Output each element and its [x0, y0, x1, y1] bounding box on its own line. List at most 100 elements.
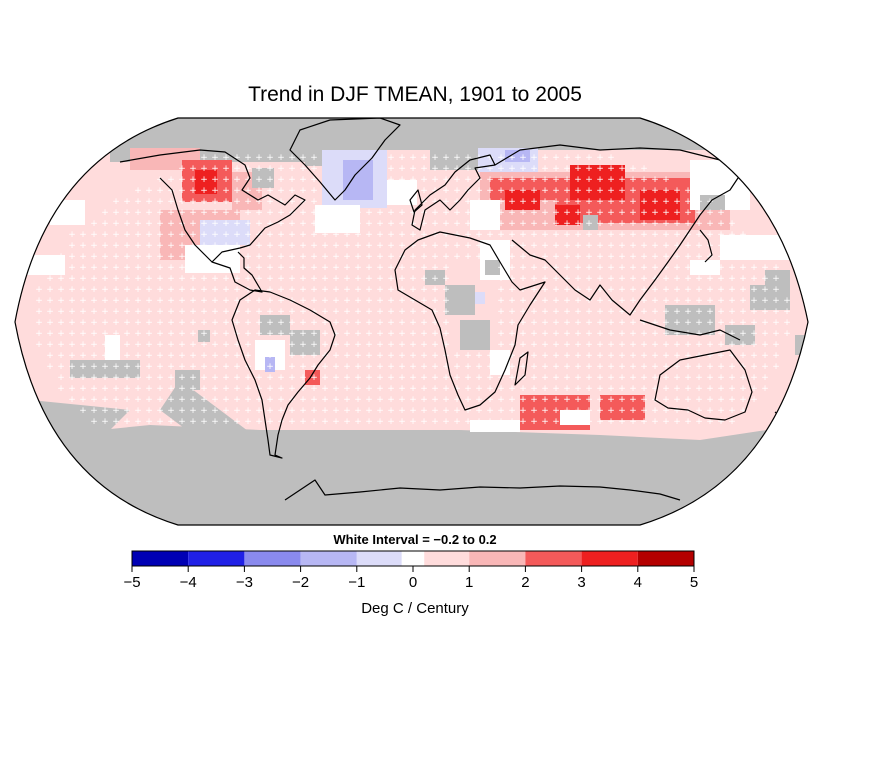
significance-marker: +: [728, 406, 736, 416]
significance-marker: +: [332, 373, 340, 383]
significance-marker: +: [508, 241, 516, 251]
significance-marker: +: [552, 417, 560, 427]
significance-marker: +: [662, 384, 670, 394]
significance-marker: +: [728, 417, 736, 427]
significance-marker: +: [541, 208, 549, 218]
significance-marker: +: [662, 197, 670, 207]
significance-marker: +: [497, 351, 505, 361]
significance-marker: +: [35, 285, 43, 295]
significance-marker: +: [607, 384, 615, 394]
coastline-australia: [654, 349, 753, 421]
significance-marker: +: [145, 417, 153, 427]
significance-marker: +: [420, 395, 428, 405]
significance-marker: +: [57, 351, 65, 361]
significance-marker: +: [706, 285, 714, 295]
significance-marker: +: [222, 406, 230, 416]
significance-marker: +: [585, 252, 593, 262]
significance-marker: +: [101, 230, 109, 240]
significance-marker: +: [376, 384, 384, 394]
significance-marker: +: [629, 274, 637, 284]
significance-marker: +: [189, 307, 197, 317]
significance-marker: +: [398, 296, 406, 306]
significance-marker: +: [464, 153, 472, 163]
significance-marker: +: [167, 329, 175, 339]
significance-marker: +: [772, 263, 780, 273]
significance-marker: +: [376, 329, 384, 339]
significance-marker: +: [464, 241, 472, 251]
significance-marker: +: [585, 329, 593, 339]
significance-marker: +: [673, 307, 681, 317]
significance-marker: +: [145, 395, 153, 405]
significance-marker: +: [200, 197, 208, 207]
significance-marker: +: [508, 329, 516, 339]
significance-marker: +: [695, 219, 703, 229]
significance-marker: +: [387, 208, 395, 218]
significance-marker: +: [596, 296, 604, 306]
significance-marker: +: [530, 186, 538, 196]
significance-marker: +: [541, 219, 549, 229]
significance-marker: +: [156, 208, 164, 218]
significance-marker: +: [585, 164, 593, 174]
significance-marker: +: [519, 296, 527, 306]
significance-marker: +: [332, 263, 340, 273]
significance-marker: +: [618, 362, 626, 372]
significance-marker: +: [475, 384, 483, 394]
significance-marker: +: [761, 252, 769, 262]
significance-marker: +: [57, 285, 65, 295]
significance-marker: +: [783, 307, 791, 317]
significance-marker: +: [321, 417, 329, 427]
significance-marker: +: [442, 252, 450, 262]
significance-marker: +: [662, 340, 670, 350]
significance-marker: +: [112, 340, 120, 350]
significance-marker: +: [376, 362, 384, 372]
neutral-cell: [470, 420, 520, 432]
significance-marker: +: [508, 274, 516, 284]
significance-marker: +: [321, 208, 329, 218]
significance-marker: +: [651, 340, 659, 350]
significance-marker: +: [145, 197, 153, 207]
significance-marker: +: [332, 230, 340, 240]
significance-marker: +: [420, 318, 428, 328]
significance-marker: +: [68, 395, 76, 405]
significance-marker: +: [772, 285, 780, 295]
significance-marker: +: [618, 406, 626, 416]
significance-marker: +: [442, 296, 450, 306]
significance-marker: +: [35, 329, 43, 339]
significance-marker: +: [200, 274, 208, 284]
significance-marker: +: [717, 252, 725, 262]
significance-marker: +: [695, 318, 703, 328]
significance-marker: +: [640, 175, 648, 185]
significance-marker: +: [200, 263, 208, 273]
significance-marker: +: [508, 153, 516, 163]
significance-marker: +: [574, 263, 582, 273]
significance-marker: +: [607, 406, 615, 416]
significance-marker: +: [640, 395, 648, 405]
significance-marker: +: [508, 263, 516, 273]
significance-marker: +: [508, 175, 516, 185]
significance-marker: +: [211, 153, 219, 163]
significance-marker: +: [255, 208, 263, 218]
significance-marker: +: [519, 362, 527, 372]
significance-marker: +: [233, 340, 241, 350]
significance-marker: +: [233, 285, 241, 295]
significance-marker: +: [563, 175, 571, 185]
significance-marker: +: [552, 197, 560, 207]
significance-marker: +: [409, 373, 417, 383]
significance-marker: +: [277, 252, 285, 262]
cool-cell: [343, 160, 373, 200]
significance-marker: +: [178, 219, 186, 229]
significance-marker: +: [321, 406, 329, 416]
significance-marker: +: [365, 219, 373, 229]
significance-marker: +: [464, 252, 472, 262]
significance-marker: +: [255, 241, 263, 251]
significance-marker: +: [585, 340, 593, 350]
significance-marker: +: [530, 175, 538, 185]
significance-marker: +: [200, 230, 208, 240]
significance-marker: +: [79, 406, 87, 416]
significance-marker: +: [145, 362, 153, 372]
significance-marker: +: [431, 318, 439, 328]
significance-marker: +: [145, 241, 153, 251]
significance-marker: +: [673, 285, 681, 295]
significance-marker: +: [46, 285, 54, 295]
significance-marker: +: [178, 406, 186, 416]
